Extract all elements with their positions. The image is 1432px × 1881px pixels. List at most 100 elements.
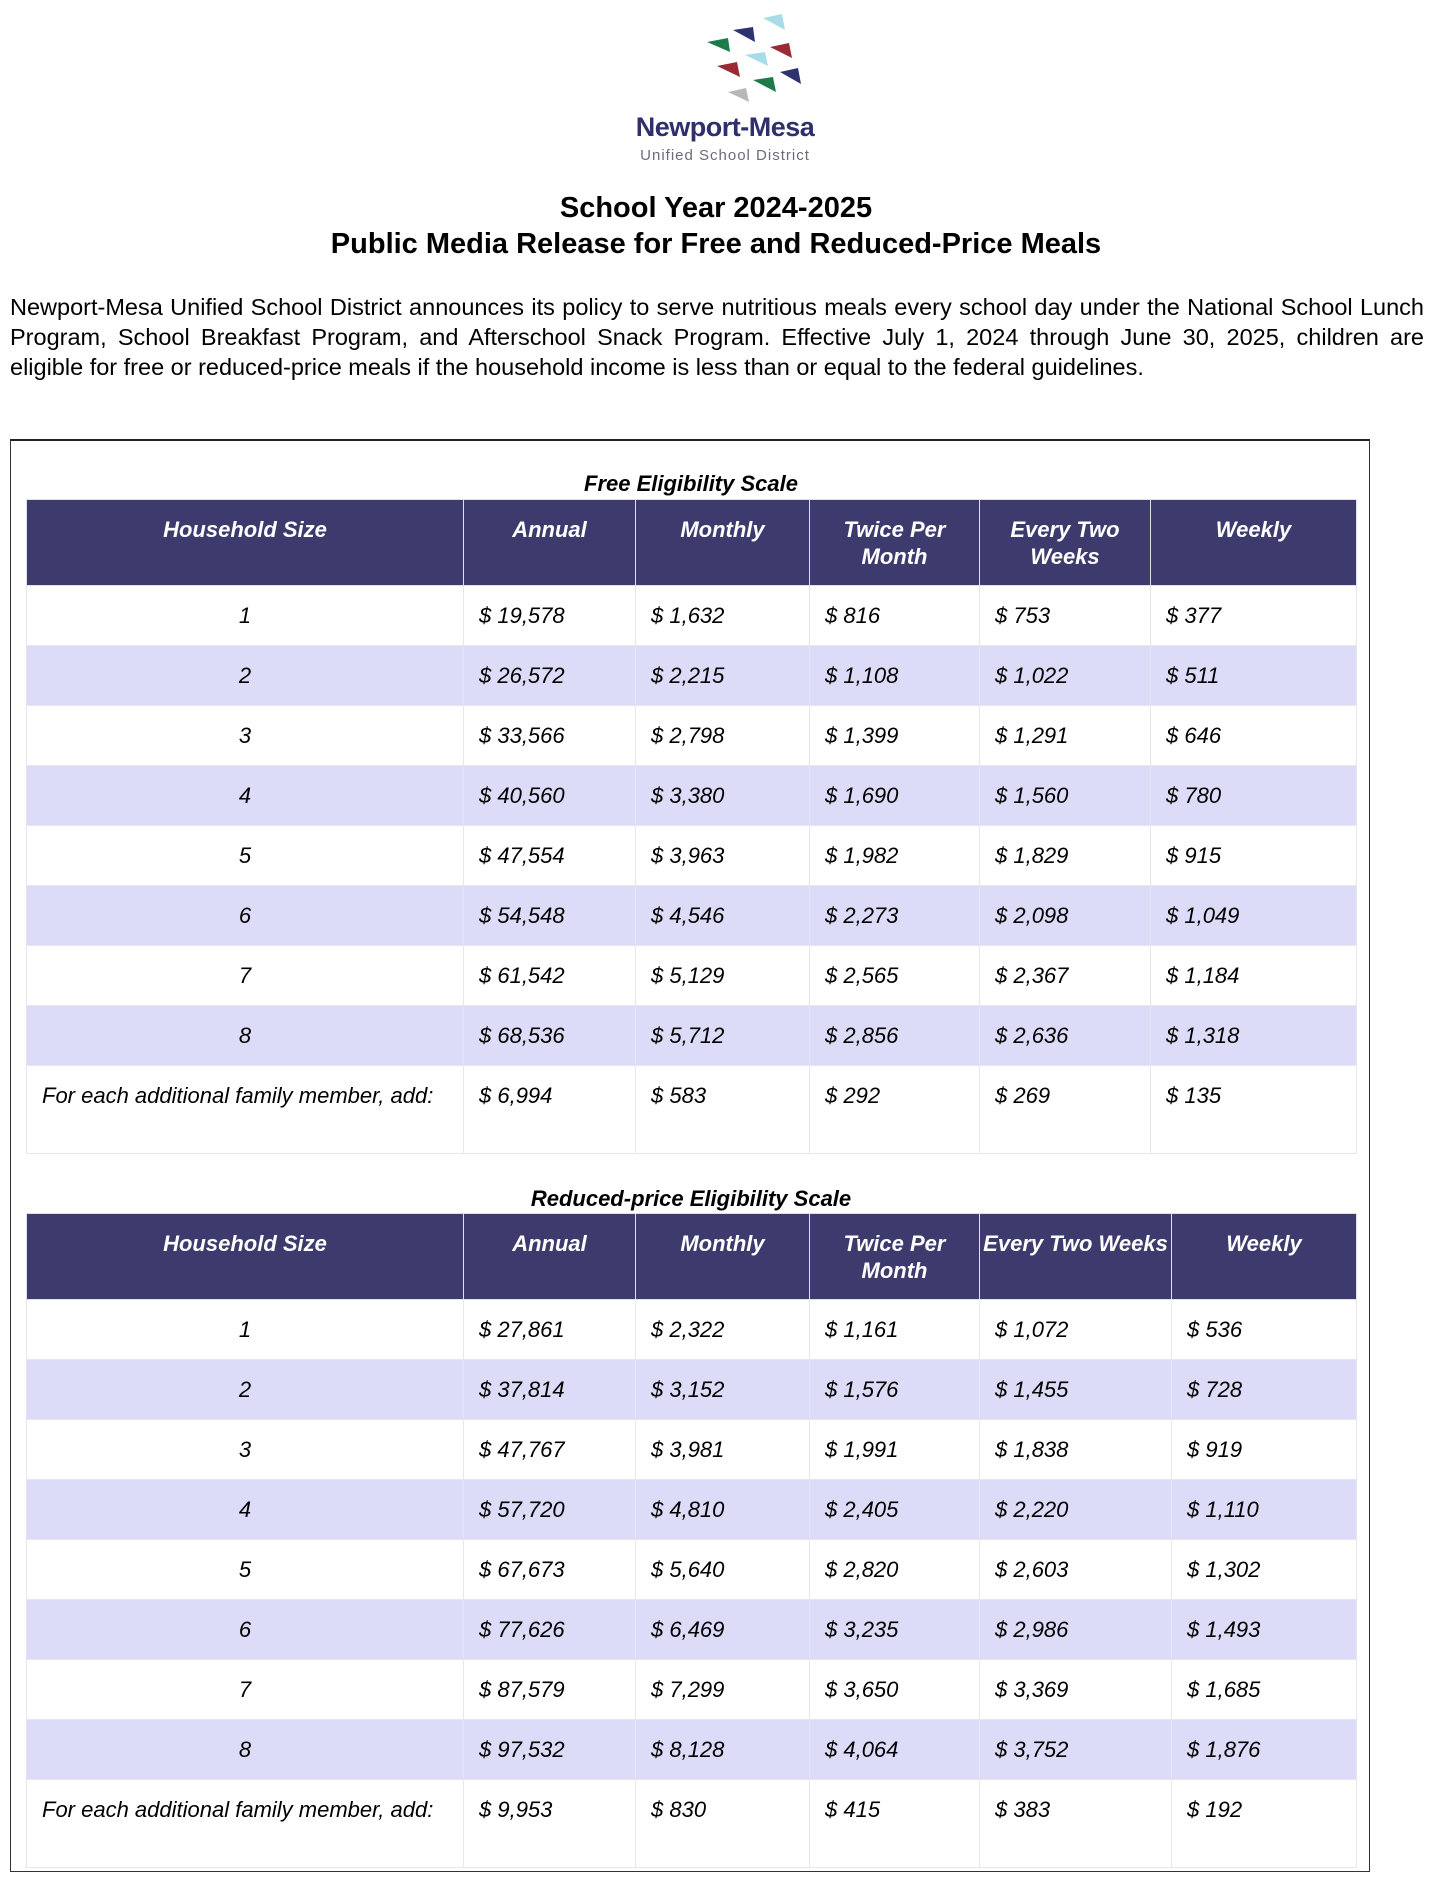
- income-cell: $ 292: [809, 1065, 980, 1154]
- table-row: 1 $ 19,578 $ 1,632 $ 816 $ 753 $ 377: [26, 585, 1357, 646]
- household-size-cell: For each additional family member, add:: [26, 1779, 464, 1868]
- income-cell: $ 3,650: [809, 1659, 980, 1720]
- household-size-cell: 7: [26, 945, 464, 1006]
- logo-subtitle: Unified School District: [640, 147, 810, 164]
- income-cell: $ 1,455: [979, 1359, 1172, 1420]
- income-cell: $ 3,963: [635, 825, 810, 886]
- income-cell: $ 5,129: [635, 945, 810, 1006]
- income-cell: $ 915: [1150, 825, 1357, 886]
- header-row: Household Size Annual Monthly Twice Per Mon…: [26, 499, 1357, 586]
- income-cell: $ 8,128: [635, 1719, 810, 1780]
- income-cell: $ 1,493: [1171, 1599, 1357, 1660]
- column-header: Twice Per Month: [809, 1213, 980, 1300]
- household-size-cell: 8: [26, 1005, 464, 1066]
- table-row: 2 $ 37,814 $ 3,152 $ 1,576 $ 1,455 $ 728: [26, 1359, 1357, 1420]
- column-header: Weekly: [1171, 1213, 1357, 1300]
- income-cell: $ 536: [1171, 1299, 1357, 1360]
- income-cell: $ 40,560: [463, 765, 636, 826]
- eligibility-box: [10, 439, 1370, 1872]
- income-cell: $ 7,299: [635, 1659, 810, 1720]
- table-row: 8 $ 68,536 $ 5,712 $ 2,856 $ 2,636 $ 1,318: [26, 1005, 1357, 1066]
- household-size-cell: 3: [26, 1419, 464, 1480]
- household-size-cell: 8: [26, 1719, 464, 1780]
- table-row: 3 $ 33,566 $ 2,798 $ 1,399 $ 1,291 $ 646: [26, 705, 1357, 766]
- intro-paragraph: Newport-Mesa Unified School District ann…: [10, 294, 1424, 380]
- income-cell: $ 1,049: [1150, 885, 1357, 946]
- income-cell: $ 5,640: [635, 1539, 810, 1600]
- income-cell: $ 728: [1171, 1359, 1357, 1420]
- income-cell: $ 2,367: [979, 945, 1151, 1006]
- income-cell: $ 1,560: [979, 765, 1151, 826]
- table-row: 4 $ 57,720 $ 4,810 $ 2,405 $ 2,220 $ 1,110: [26, 1479, 1357, 1540]
- table-row: 4 $ 40,560 $ 3,380 $ 1,690 $ 1,560 $ 780: [26, 765, 1357, 826]
- column-header: Monthly: [635, 1213, 810, 1300]
- income-cell: $ 753: [979, 585, 1151, 646]
- income-cell: $ 47,554: [463, 825, 636, 886]
- income-cell: $ 1,838: [979, 1419, 1172, 1480]
- income-cell: $ 3,981: [635, 1419, 810, 1480]
- logo-name: Newport-Mesa: [635, 112, 815, 142]
- income-cell: $ 2,856: [809, 1005, 980, 1066]
- income-cell: $ 780: [1150, 765, 1357, 826]
- income-cell: $ 5,712: [635, 1005, 810, 1066]
- household-size-cell: 1: [26, 585, 464, 646]
- income-cell: $ 2,322: [635, 1299, 810, 1360]
- income-cell: $ 919: [1171, 1419, 1357, 1480]
- income-cell: $ 19,578: [463, 585, 636, 646]
- income-cell: $ 4,810: [635, 1479, 810, 1540]
- income-cell: $ 68,536: [463, 1005, 636, 1066]
- income-cell: $ 2,986: [979, 1599, 1172, 1660]
- income-cell: $ 1,291: [979, 705, 1151, 766]
- column-header: Every Two Weeks: [979, 499, 1151, 586]
- income-cell: $ 97,532: [463, 1719, 636, 1780]
- page-subtitle: Public Media Release for Free and Reduce…: [330, 228, 1102, 260]
- income-cell: $ 1,632: [635, 585, 810, 646]
- column-header: Weekly: [1150, 499, 1357, 586]
- income-cell: $ 415: [809, 1779, 980, 1868]
- income-cell: $ 1,302: [1171, 1539, 1357, 1600]
- income-cell: $ 1,991: [809, 1419, 980, 1480]
- household-size-cell: 4: [26, 1479, 464, 1540]
- income-cell: $ 2,215: [635, 645, 810, 706]
- income-cell: $ 1,022: [979, 645, 1151, 706]
- income-cell: $ 2,798: [635, 705, 810, 766]
- table-row: 1 $ 27,861 $ 2,322 $ 1,161 $ 1,072 $ 536: [26, 1299, 1357, 1360]
- column-header: Annual: [463, 1213, 636, 1300]
- table-row: 6 $ 54,548 $ 4,546 $ 2,273 $ 2,098 $ 1,049: [26, 885, 1357, 946]
- income-cell: $ 1,108: [809, 645, 980, 706]
- income-cell: $ 3,380: [635, 765, 810, 826]
- household-size-cell: 7: [26, 1659, 464, 1720]
- income-cell: $ 33,566: [463, 705, 636, 766]
- income-cell: $ 383: [979, 1779, 1172, 1868]
- income-cell: $ 54,548: [463, 885, 636, 946]
- column-header: Annual: [463, 499, 636, 586]
- income-cell: $ 511: [1150, 645, 1357, 706]
- income-cell: $ 269: [979, 1065, 1151, 1154]
- free-scale-caption: Free Eligibility Scale: [584, 471, 798, 496]
- income-cell: $ 57,720: [463, 1479, 636, 1540]
- income-cell: $ 135: [1150, 1065, 1357, 1154]
- income-cell: $ 1,161: [809, 1299, 980, 1360]
- income-cell: $ 1,829: [979, 825, 1151, 886]
- income-cell: $ 37,814: [463, 1359, 636, 1420]
- household-size-cell: 4: [26, 765, 464, 826]
- reduced-scale-caption: Reduced-price Eligibility Scale: [530, 1186, 852, 1211]
- income-cell: $ 583: [635, 1065, 810, 1154]
- column-header: Household Size: [26, 1213, 464, 1300]
- income-cell: $ 26,572: [463, 645, 636, 706]
- income-cell: $ 3,235: [809, 1599, 980, 1660]
- income-cell: $ 377: [1150, 585, 1357, 646]
- page-title: School Year 2024-2025: [559, 192, 873, 224]
- table-row: For each additional family member, add: $…: [26, 1065, 1357, 1154]
- household-size-cell: 3: [26, 705, 464, 766]
- household-size-cell: 1: [26, 1299, 464, 1360]
- table-row: 6 $ 77,626 $ 6,469 $ 3,235 $ 2,986 $ 1,493: [26, 1599, 1357, 1660]
- income-cell: $ 646: [1150, 705, 1357, 766]
- table-row: 7 $ 87,579 $ 7,299 $ 3,650 $ 3,369 $ 1,685: [26, 1659, 1357, 1720]
- income-cell: $ 27,861: [463, 1299, 636, 1360]
- income-cell: $ 192: [1171, 1779, 1357, 1868]
- income-cell: $ 87,579: [463, 1659, 636, 1720]
- table-row: 8 $ 97,532 $ 8,128 $ 4,064 $ 3,752 $ 1,876: [26, 1719, 1357, 1780]
- income-cell: $ 2,565: [809, 945, 980, 1006]
- income-cell: $ 2,820: [809, 1539, 980, 1600]
